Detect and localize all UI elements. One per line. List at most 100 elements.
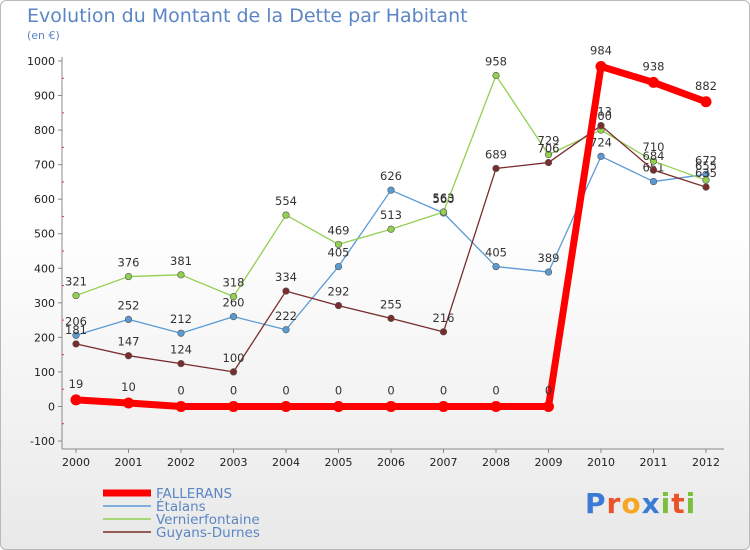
data-label: 706	[538, 142, 560, 156]
data-point	[229, 368, 238, 376]
data-point	[544, 151, 553, 159]
data-label: 0	[440, 383, 447, 397]
data-point	[649, 177, 658, 186]
x-tick-label: 2010	[587, 456, 615, 469]
data-label: 255	[380, 297, 402, 311]
data-label: 0	[387, 383, 394, 397]
data-label: 0	[545, 383, 552, 397]
data-point	[649, 157, 658, 165]
data-point	[648, 76, 659, 88]
data-point	[280, 400, 292, 412]
data-label: 469	[328, 223, 350, 237]
data-point	[229, 293, 238, 301]
x-tick-label: 2006	[377, 456, 405, 469]
data-label: 405	[328, 246, 350, 260]
y-tick-label: 200	[34, 331, 55, 344]
x-tick-label: 2004	[272, 456, 300, 469]
data-label: 0	[230, 383, 237, 397]
data-label: 321	[65, 275, 87, 289]
data-point	[543, 400, 554, 412]
y-tick-label: 1000	[27, 55, 55, 68]
y-tick-label: 400	[34, 262, 55, 275]
x-tick-label: 2007	[430, 456, 458, 469]
legend-label: Guyans-Durnes	[156, 525, 260, 541]
data-point	[124, 272, 133, 281]
data-label: 554	[275, 194, 297, 208]
x-tick-label: 2002	[167, 456, 195, 469]
data-label: 389	[538, 251, 560, 265]
data-label: 560	[433, 192, 455, 206]
y-tick-label: 700	[34, 159, 55, 172]
data-label: 0	[177, 383, 184, 397]
data-label: 147	[118, 335, 140, 349]
y-tick-label: 0	[48, 400, 55, 413]
data-label: 0	[492, 383, 499, 397]
data-point	[229, 313, 238, 321]
y-tick-label: 800	[34, 124, 55, 137]
data-label: 252	[118, 298, 140, 312]
data-label: 635	[695, 166, 717, 180]
data-point	[387, 186, 395, 194]
y-tick-label: -100	[30, 435, 55, 448]
y-tick-label: 500	[34, 228, 55, 241]
data-point	[702, 183, 710, 191]
data-label: 260	[223, 296, 245, 310]
data-label: 710	[643, 140, 665, 154]
data-label: 563	[433, 191, 455, 205]
data-point	[544, 268, 553, 276]
data-label: 318	[223, 276, 245, 290]
chart-unit-label: (en €)	[27, 29, 60, 42]
data-point	[282, 211, 290, 219]
data-label: 334	[275, 270, 297, 284]
data-point	[492, 71, 500, 80]
data-point	[597, 121, 605, 130]
data-label: 689	[485, 147, 507, 161]
data-point	[123, 397, 134, 409]
data-point	[334, 301, 343, 310]
data-point	[649, 166, 658, 174]
data-label: 100	[223, 351, 245, 365]
data-point	[177, 271, 185, 279]
data-point	[595, 61, 607, 73]
data-point	[124, 352, 133, 360]
data-point	[490, 400, 502, 412]
data-label: 405	[485, 246, 507, 260]
chart-title: Evolution du Montant de la Dette par Hab…	[27, 5, 468, 27]
data-label: 124	[170, 343, 192, 357]
data-label: 292	[328, 285, 350, 299]
data-label: 724	[590, 135, 612, 149]
data-label: 938	[643, 59, 665, 73]
data-point	[228, 400, 239, 412]
data-point	[334, 240, 343, 249]
x-tick-label: 2000	[62, 456, 90, 469]
data-point	[72, 340, 80, 348]
data-label: 984	[590, 44, 612, 58]
data-label: 181	[65, 323, 87, 337]
data-point	[124, 315, 133, 324]
data-point	[282, 326, 290, 334]
x-tick-label: 2005	[325, 456, 353, 469]
data-point	[334, 262, 343, 271]
x-tick-label: 2009	[535, 456, 563, 469]
data-label: 381	[170, 254, 192, 268]
data-point	[282, 287, 290, 295]
data-point	[387, 314, 395, 322]
data-point	[385, 400, 397, 412]
data-label: 19	[69, 377, 84, 391]
y-tick-label: 300	[34, 297, 55, 310]
data-label: 882	[695, 79, 717, 93]
x-tick-label: 2001	[115, 456, 143, 469]
data-point	[177, 329, 185, 337]
data-label: 0	[282, 383, 289, 397]
data-point	[72, 331, 80, 339]
y-tick-label: 100	[34, 366, 55, 379]
data-label: 729	[538, 134, 560, 148]
data-label: 376	[118, 256, 140, 270]
legend-label: Vernierfontaine	[156, 512, 260, 528]
data-point	[597, 152, 605, 160]
data-point	[70, 394, 82, 406]
data-label: 655	[695, 159, 717, 173]
x-tick-label: 2011	[640, 456, 668, 469]
